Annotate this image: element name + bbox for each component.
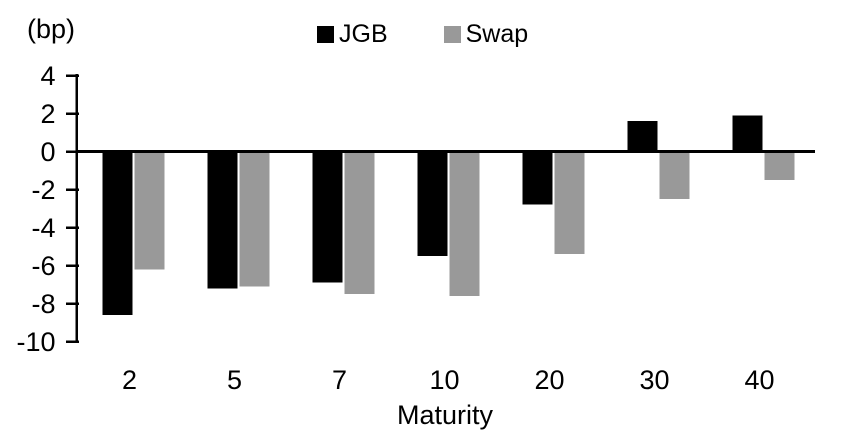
- y-tick-label: -6: [31, 251, 55, 281]
- bar-swap-40: [764, 151, 795, 180]
- y-axis-tick: [66, 302, 79, 305]
- y-axis-tick: [66, 264, 79, 267]
- y-tick-label: -2: [31, 175, 55, 205]
- bar-swap-5: [239, 151, 270, 287]
- y-tick-label: 0: [40, 137, 55, 167]
- x-category-label: 7: [332, 365, 347, 395]
- bar-swap-10: [449, 151, 480, 296]
- x-category-label: 40: [744, 365, 774, 395]
- legend: JGB Swap: [317, 22, 528, 47]
- zero-axis-line: [75, 150, 815, 153]
- x-category-label: 20: [534, 365, 564, 395]
- legend-item-jgb: JGB: [317, 22, 388, 47]
- y-axis-tick: [66, 74, 79, 77]
- x-axis-title: Maturity: [396, 400, 494, 430]
- bar-jgb-20: [522, 151, 553, 205]
- bar-jgb-40: [732, 115, 763, 152]
- y-tick-label: -10: [16, 327, 55, 357]
- legend-label-swap: Swap: [465, 20, 529, 48]
- x-category-label: 10: [429, 365, 459, 395]
- y-axis-tick: [66, 226, 79, 229]
- bar-jgb-10: [417, 151, 448, 256]
- bar-jgb-7: [312, 151, 343, 283]
- bar-jgb-30: [627, 121, 658, 152]
- x-category-label: 2: [122, 365, 137, 395]
- y-axis-tick: [66, 150, 79, 153]
- y-tick-label: -8: [31, 289, 55, 319]
- bar-swap-20: [554, 151, 585, 255]
- bar-swap-30: [659, 151, 690, 199]
- y-tick-label: 4: [40, 61, 55, 91]
- x-category-label: 30: [639, 365, 669, 395]
- y-axis-tick: [66, 112, 79, 115]
- bar-swap-2: [134, 151, 165, 270]
- bar-jgb-5: [207, 151, 238, 289]
- swap-series-swatch-icon: [443, 26, 461, 43]
- y-axis-tick: [66, 188, 79, 191]
- y-tick-label: 2: [40, 99, 55, 129]
- bar-swap-7: [344, 151, 375, 294]
- legend-item-swap: Swap: [443, 20, 529, 48]
- x-category-label: 5: [227, 365, 242, 395]
- y-axis-tick: [66, 340, 79, 343]
- jgb-series-swatch-icon: [317, 26, 334, 43]
- legend-label-jgb: JGB: [339, 20, 388, 48]
- y-axis-line: [75, 74, 78, 343]
- y-tick-label: -4: [31, 213, 55, 243]
- y-axis-unit-label: (bp): [27, 14, 76, 44]
- bar-jgb-2: [102, 151, 133, 315]
